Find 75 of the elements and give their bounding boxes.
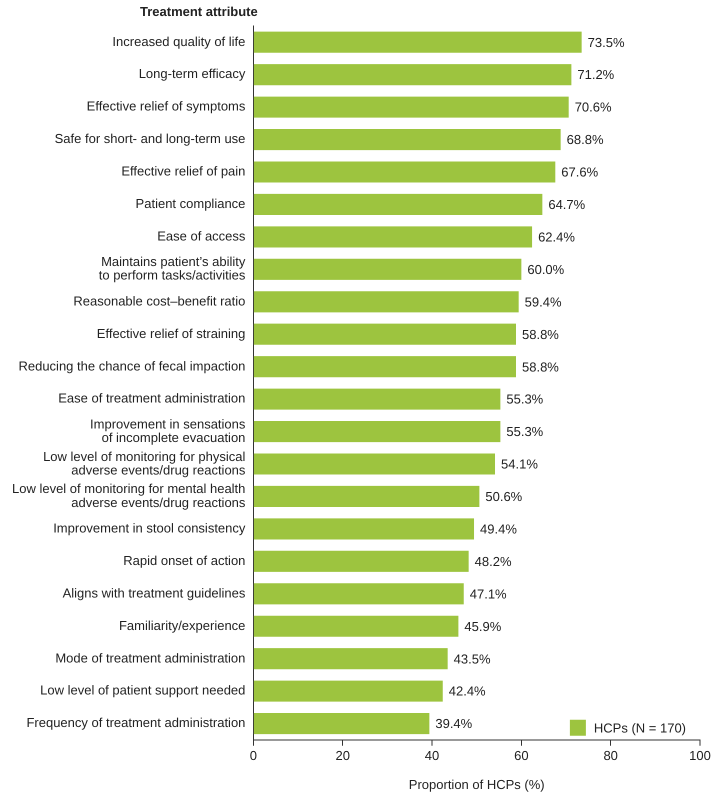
y-tick-label: Mode of treatment administration [55, 650, 246, 666]
bar [254, 583, 464, 604]
data-label: 55.3% [506, 392, 544, 407]
y-tick-label: Reducing the chance of fecal impaction [18, 358, 246, 374]
bar [254, 453, 496, 475]
y-tick-label: Effective relief of straining [96, 326, 246, 341]
bar [254, 32, 582, 53]
data-label: 67.6% [561, 164, 599, 180]
bar [254, 258, 522, 280]
bar [254, 194, 542, 215]
data-label: 58.8% [522, 326, 560, 342]
data-label: 42.4% [448, 684, 486, 699]
bar [254, 226, 532, 248]
x-tick-label: 80 [603, 748, 618, 764]
y-tick-label: Reasonable cost–benefit ratio [73, 293, 246, 308]
y-tick-label: Patient compliance [136, 196, 246, 212]
data-label: 48.2% [474, 554, 512, 569]
y-tick-label: Ease of access [157, 228, 246, 244]
x-tick-label: 40 [424, 748, 440, 764]
data-label: 47.1% [470, 586, 508, 602]
y-tick-label: Improvement in stool consistency [53, 520, 246, 536]
y-tick-label: Long-term efficacy [138, 66, 246, 82]
x-tick-label: 0 [250, 748, 258, 764]
bar [254, 421, 500, 442]
bar [254, 680, 443, 702]
y-tick-label: Low level of patient support needed [40, 682, 246, 698]
y-tick-label: Low level of monitoring for physical adverse events/drug reactions [43, 448, 246, 478]
bar [254, 550, 469, 572]
y-tick-label: Improvement in sensations of incomplete evacuation [90, 416, 246, 445]
bar [254, 616, 458, 637]
y-tick-label: Effective relief of pain [121, 164, 246, 179]
x-tick-label: 60 [514, 748, 529, 764]
data-label: 60.0% [527, 262, 565, 277]
bar [254, 648, 448, 670]
data-label: 39.4% [435, 716, 473, 732]
data-label: 59.4% [524, 294, 562, 310]
data-label: 70.6% [574, 100, 612, 115]
data-label: 55.3% [506, 424, 544, 440]
y-tick-label: Increased quality of life [112, 34, 246, 49]
y-tick-label: Familiarity/experience [118, 618, 246, 633]
x-axis-title: Proportion of HCPs (%) [408, 776, 545, 792]
data-label: 71.2% [577, 67, 615, 82]
data-label: 62.4% [538, 229, 576, 244]
x-tick-label: 20 [335, 748, 350, 764]
y-tick-label: Maintains patient’s ability to perform tasks/activities [98, 254, 246, 283]
bar [254, 291, 519, 312]
data-label: 54.1% [501, 456, 538, 472]
bar [254, 486, 480, 508]
data-label: 50.6% [485, 489, 523, 504]
bar [254, 129, 561, 150]
bar [254, 324, 516, 345]
data-label: 68.8% [566, 132, 604, 148]
bar [254, 161, 556, 183]
y-tick-label: Rapid onset of action [123, 552, 246, 568]
bar [254, 356, 516, 378]
y-axis-title: Treatment attribute [140, 4, 258, 20]
legend-label: HCPs (N = 170) [594, 720, 686, 736]
bar [254, 713, 430, 734]
data-label: 64.7% [548, 197, 586, 212]
bar [254, 96, 569, 118]
data-label: 49.4% [480, 521, 518, 536]
y-tick-label: Low level of monitoring for mental health adverse events/drug reactions [12, 481, 246, 510]
data-label: 73.5% [588, 34, 625, 50]
data-label: 45.9% [464, 618, 502, 634]
data-label: 43.5% [454, 651, 491, 666]
y-tick-label: Safe for short- and long-term use [54, 131, 246, 146]
bar [254, 518, 474, 540]
y-tick-label: Frequency of treatment administration [26, 715, 246, 730]
bar [254, 64, 572, 86]
y-tick-label: Aligns with treatment guidelines [62, 585, 246, 600]
data-label: 58.8% [522, 359, 560, 374]
x-tick-label: 100 [689, 748, 711, 764]
bar [254, 388, 500, 410]
y-tick-label: Effective relief of symptoms [86, 98, 246, 114]
y-tick-label: Ease of treatment administration [58, 390, 246, 406]
